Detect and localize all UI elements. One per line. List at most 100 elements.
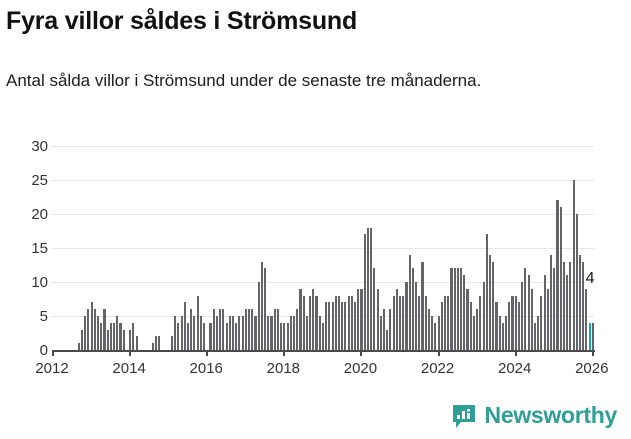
bar [238,316,241,350]
bar [119,322,122,350]
bar [376,288,379,350]
bar [360,288,363,350]
bar [379,316,382,350]
bar [392,295,395,350]
bar [270,316,273,350]
bar [366,227,369,350]
bar [415,282,418,350]
bar [562,261,565,350]
bar [321,322,324,350]
bar [357,288,360,350]
bar [347,295,350,350]
bar [575,214,578,350]
bar [260,261,263,350]
bar [524,268,527,350]
bar [550,254,553,350]
bar [267,316,270,350]
bar [151,343,154,350]
bar [408,254,411,350]
bar [389,309,392,350]
bar [488,254,492,350]
bar [511,295,514,350]
chart-container: 0 5 10 15 20 25 30 2012 2014 2016 2018 2020 2022 202… [0,130,631,390]
bar [180,316,183,350]
x-axis-tick-mark [360,350,363,356]
bar [498,316,501,350]
bar [472,316,475,350]
bar-series [52,146,595,350]
bar [122,329,125,350]
bar [537,316,540,350]
x-axis-tick-mark [206,350,209,356]
y-axis-tick-label: 0 [39,342,48,359]
bar [257,282,260,350]
gridline [52,282,595,283]
bar [424,295,427,350]
y-axis-tick-label: 25 [31,172,48,189]
bar [193,316,196,350]
bar [100,322,103,350]
x-axis-tick-mark [514,350,517,356]
x-axis-tick-mark [129,350,132,356]
bar [80,329,84,350]
bar [312,288,315,350]
x-axis-tick-label: 2020 [343,360,378,377]
bar [299,288,302,350]
bar [212,309,215,350]
bar [228,316,231,350]
bar [517,302,520,350]
bar [431,316,434,350]
bar [315,295,318,350]
bar [350,295,353,350]
bar [578,254,582,350]
bar [373,268,376,350]
bar [135,336,138,350]
page-subtitle: Antal sålda villor i Strömsund under de … [6,71,482,90]
bar [244,309,247,350]
bar [440,302,443,350]
bar [556,200,559,350]
plot-area [52,146,595,352]
bar [469,302,472,350]
value-label: 4 [584,269,596,287]
bar [219,309,222,350]
gridline [52,316,595,317]
axis-baseline [52,350,595,352]
bar-chart-speech-bubble-icon [451,403,477,429]
bar [566,275,569,350]
bar [495,302,498,350]
y-axis-tick-label: 20 [31,206,48,223]
x-axis-tick-mark [591,350,594,356]
bar [309,295,312,350]
bar [302,295,305,350]
bar [546,288,549,350]
gridline [52,146,595,147]
bar [492,261,495,350]
bar [533,322,537,350]
bar [479,295,482,350]
bar [96,316,100,350]
bar [203,322,206,350]
x-axis-tick-mark [283,350,286,356]
bar [264,268,267,350]
bar [276,309,280,350]
bar [370,227,373,350]
bar [582,261,585,350]
gridline [52,180,595,181]
bar [325,302,328,350]
bar [456,268,459,350]
bar [463,275,466,350]
bar [103,309,106,350]
bar [450,268,453,350]
bar [87,309,90,350]
bar [421,261,424,350]
bar [485,234,488,350]
logo-wordmark: Newsworthy [484,402,618,428]
bar [328,302,331,350]
bar [466,288,469,350]
bar-highlighted [588,322,591,350]
bar [527,275,530,350]
bar [476,309,479,350]
bar [273,309,276,350]
